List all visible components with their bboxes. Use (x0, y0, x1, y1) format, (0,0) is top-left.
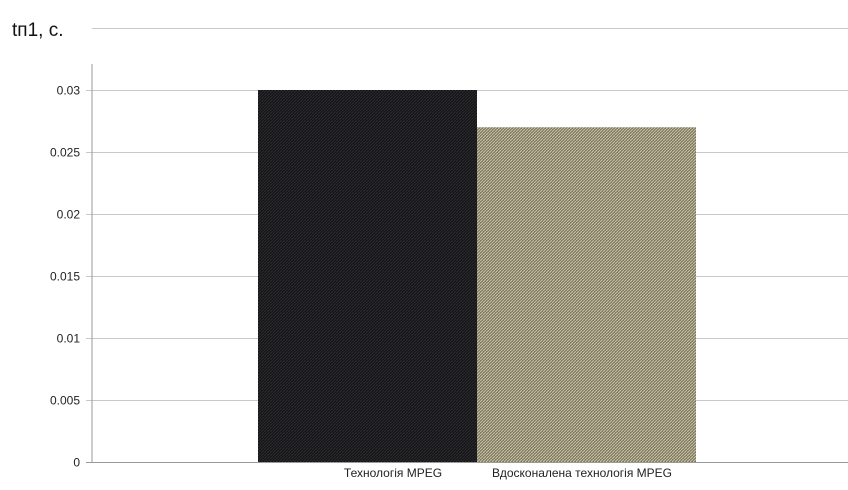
y-axis-label: tп1, с. (12, 20, 64, 41)
y-tick-label: 0.005 (50, 394, 80, 408)
y-tick-label: 0 (73, 456, 80, 470)
bar-2 (477, 127, 696, 462)
y-ticks: 0 0.005 0.01 0.015 0.02 0.025 0.03 (50, 84, 80, 470)
y-tick-label: 0.01 (57, 332, 81, 346)
y-axis-label-box (8, 12, 92, 64)
y-tick-label: 0.025 (50, 146, 80, 160)
y-tick-label: 0.03 (57, 84, 81, 98)
x-tick-labels: Технологія MPEG Вдосконалена технологія M… (344, 466, 672, 480)
y-tick-label: 0.02 (57, 208, 81, 222)
x-tick-label: Технологія MPEG (344, 466, 442, 480)
x-tick-label: Вдосконалена технологія MPEG (492, 466, 672, 480)
y-tick-label: 0.015 (50, 270, 80, 284)
bar-1 (258, 90, 477, 462)
bars (258, 90, 696, 462)
